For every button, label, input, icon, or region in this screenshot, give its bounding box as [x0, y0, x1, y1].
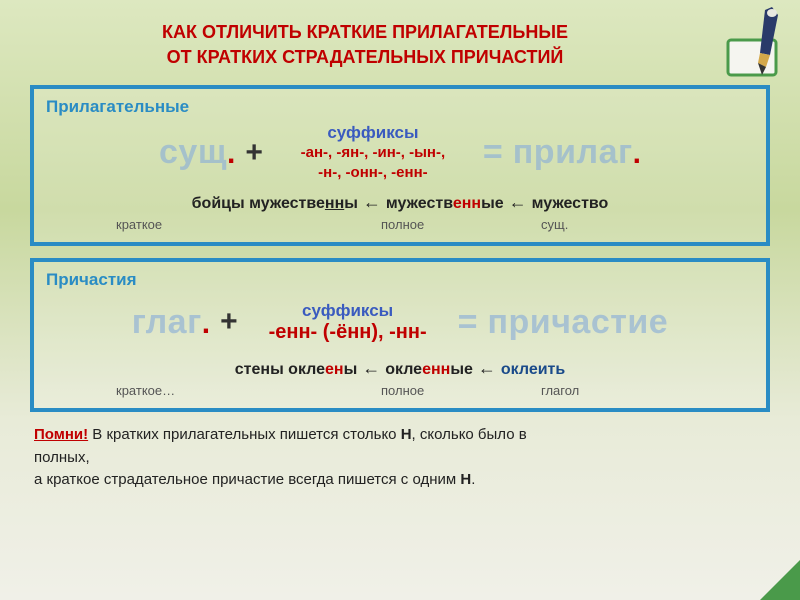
equals-2: = [458, 303, 478, 342]
verb-ghost: глаг. [132, 303, 210, 342]
corner-accent [760, 560, 800, 600]
adj-ghost: прилаг. [513, 133, 641, 172]
plus-sign: + [245, 136, 263, 170]
note-block: Помни! В кратких прилагательных пишется … [30, 424, 770, 492]
adjectives-box: Прилагательные сущ. + суффиксы -ан-, -ян… [30, 85, 770, 246]
adjectives-example: бойцы мужественны ← мужественные ← мужес… [46, 192, 754, 213]
suffixes-block-2: суффиксы -енн- (-ённ), -нн- [248, 301, 448, 344]
sub-short: краткое [96, 217, 341, 232]
suffix-title: суффиксы [273, 123, 473, 143]
suffix-title-2: суффиксы [248, 301, 448, 321]
sub-full: полное [341, 217, 541, 232]
participle-ghost: причастие [487, 303, 668, 342]
participles-box: Причастия глаг. + суффиксы -енн- (-ённ),… [30, 258, 770, 412]
suffix-line-2: -н-, -онн-, -енн- [273, 163, 473, 183]
page-title: КАК ОТЛИЧИТЬ КРАТКИЕ ПРИЛАГАТЕЛЬНЫЕ ОТ К… [30, 20, 770, 70]
suffix-line-1: -ан-, -ян-, -ин-, -ын-, [273, 143, 473, 163]
noun-ghost: сущ. [159, 133, 235, 172]
sub-noun: сущ. [541, 217, 661, 232]
sub-verb: глагол [541, 383, 661, 398]
title-line-1: КАК ОТЛИЧИТЬ КРАТКИЕ ПРИЛАГАТЕЛЬНЫЕ [30, 20, 700, 45]
adjectives-label: Прилагательные [46, 97, 754, 117]
main-content: КАК ОТЛИЧИТЬ КРАТКИЕ ПРИЛАГАТЕЛЬНЫЕ ОТ К… [0, 0, 800, 502]
participles-label: Причастия [46, 270, 754, 290]
participles-example: стены оклеены ← оклеенные ← оклеить [46, 358, 754, 379]
sub-short-2: краткое… [96, 383, 341, 398]
suffix-line-p: -енн- (-ённ), -нн- [248, 321, 448, 344]
adjectives-sublabels: краткое полное сущ. [46, 217, 754, 232]
title-line-2: ОТ КРАТКИХ СТРАДАТЕЛЬНЫХ ПРИЧАСТИЙ [30, 45, 700, 70]
equals: = [483, 133, 503, 172]
sub-full-2: полное [341, 383, 541, 398]
participles-sublabels: краткое… полное глагол [46, 383, 754, 398]
suffixes-block: суффиксы -ан-, -ян-, -ин-, -ын-, -н-, -о… [273, 123, 473, 182]
adjectives-formula: сущ. + суффиксы -ан-, -ян-, -ин-, -ын-, … [46, 123, 754, 182]
note-label: Помни! [34, 426, 88, 443]
participles-formula: глаг. + суффиксы -енн- (-ённ), -нн- = пр… [46, 296, 754, 348]
plus-sign-2: + [220, 305, 238, 339]
